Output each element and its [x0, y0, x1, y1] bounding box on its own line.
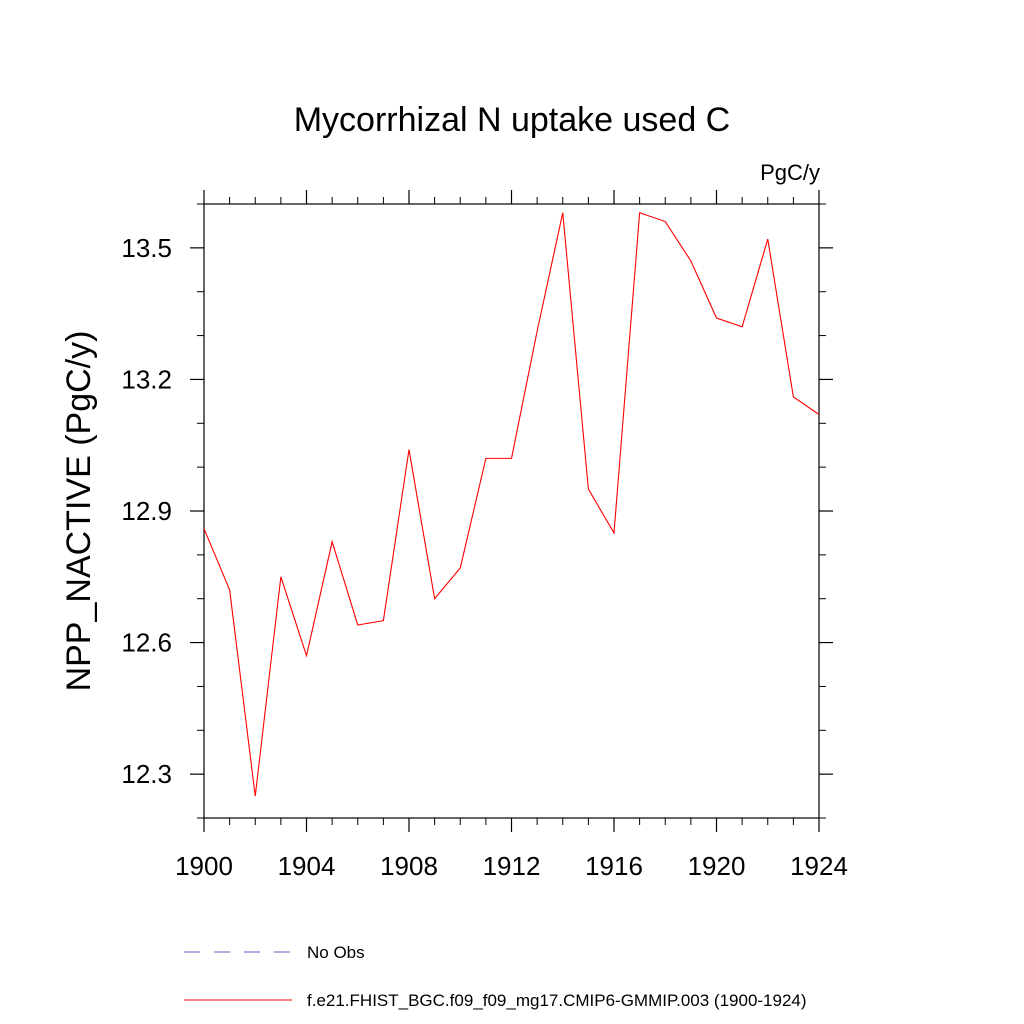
series-lines: [203, 212, 820, 797]
y-tick-label: 12.3: [121, 759, 172, 789]
y-tick-labels: 12.3 12.6 12.9 13.2 13.5: [121, 233, 172, 789]
x-tick-label: 1916: [585, 851, 643, 881]
legend-label-0: No Obs: [307, 943, 365, 962]
x-tick-label: 1924: [790, 851, 848, 881]
x-tick-label: 1920: [688, 851, 746, 881]
x-tick-labels: 1900 1904 1908 1912 1916 1920 1924: [175, 851, 848, 881]
plot-frame: [203, 203, 820, 819]
x-tick-label: 1900: [175, 851, 233, 881]
y-tick-label: 12.6: [121, 628, 172, 658]
y-tick-label: 12.9: [121, 496, 172, 526]
y-tick-label: 13.5: [121, 233, 172, 263]
legend-label-1: f.e21.FHIST_BGC.f09_f09_mg17.CMIP6-GMMIP…: [307, 991, 807, 1010]
axis-ticks: [190, 190, 833, 832]
series-line: [203, 212, 820, 797]
y-tick-label: 13.2: [121, 364, 172, 394]
x-tick-label: 1904: [278, 851, 336, 881]
units-label: PgC/y: [760, 160, 820, 185]
chart-title: Mycorrhizal N uptake used C: [294, 101, 731, 139]
x-tick-label: 1912: [483, 851, 541, 881]
x-tick-label: 1908: [380, 851, 438, 881]
y-axis-label: NPP_NACTIVE (PgC/y): [60, 331, 98, 692]
legend: No Obs f.e21.FHIST_BGC.f09_f09_mg17.CMIP6…: [184, 943, 807, 1010]
